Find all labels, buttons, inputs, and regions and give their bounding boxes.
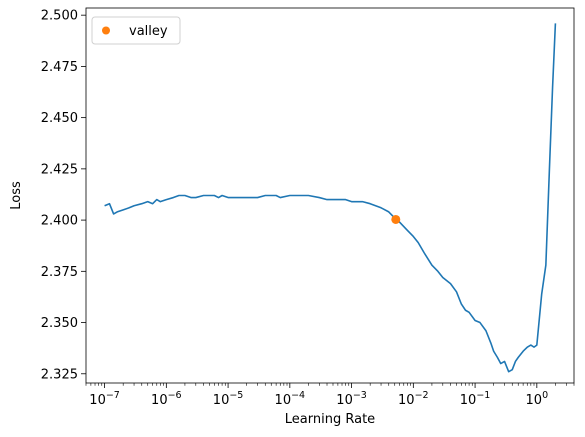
y-tick-label-7: 2.500 — [41, 9, 78, 24]
y-axis-ticks: 2.325 2.350 2.375 2.400 2.425 2.450 2.475 2.500 — [41, 9, 86, 382]
y-tick-label-3: 2.400 — [41, 214, 78, 229]
x-tick-label-4: 10−3 — [336, 390, 367, 408]
legend-box — [91, 16, 181, 45]
y-tick-label-4: 2.425 — [41, 162, 78, 177]
plot-area: 10−7 10−6 10−5 10−4 10−3 10−2 10−1 100 2.3252.3… — [41, 7, 575, 408]
legend-label-valley: valley — [129, 24, 168, 39]
x-tick-label-7: 100 — [526, 390, 549, 408]
x-tick-label-6: 10−1 — [460, 390, 491, 408]
y-tick-label-6: 2.475 — [41, 60, 78, 75]
legend-marker-valley — [102, 26, 110, 35]
y-tick-label-5: 2.450 — [41, 111, 78, 126]
loss-curve — [104, 23, 557, 373]
legend: valley — [91, 16, 181, 45]
series-layer — [104, 23, 557, 373]
y-axis-title: Loss — [9, 181, 24, 210]
valley-marker — [391, 214, 401, 224]
y-tick-label-1: 2.350 — [41, 316, 78, 331]
x-tick-label-1: 10−6 — [151, 390, 182, 408]
axes-frame — [85, 7, 575, 384]
x-tick-label-0: 10−7 — [89, 390, 120, 408]
x-tick-label-2: 10−5 — [213, 390, 244, 408]
y-tick-label-0: 2.325 — [41, 367, 78, 382]
x-tick-label-3: 10−4 — [275, 390, 306, 408]
x-tick-label-5: 10−2 — [398, 390, 429, 408]
x-axis-ticks: 10−7 10−6 10−5 10−4 10−3 10−2 10−1 100 — [85, 383, 575, 408]
x-axis-title: Learning Rate — [285, 412, 375, 427]
y-tick-label-2: 2.375 — [41, 265, 78, 280]
